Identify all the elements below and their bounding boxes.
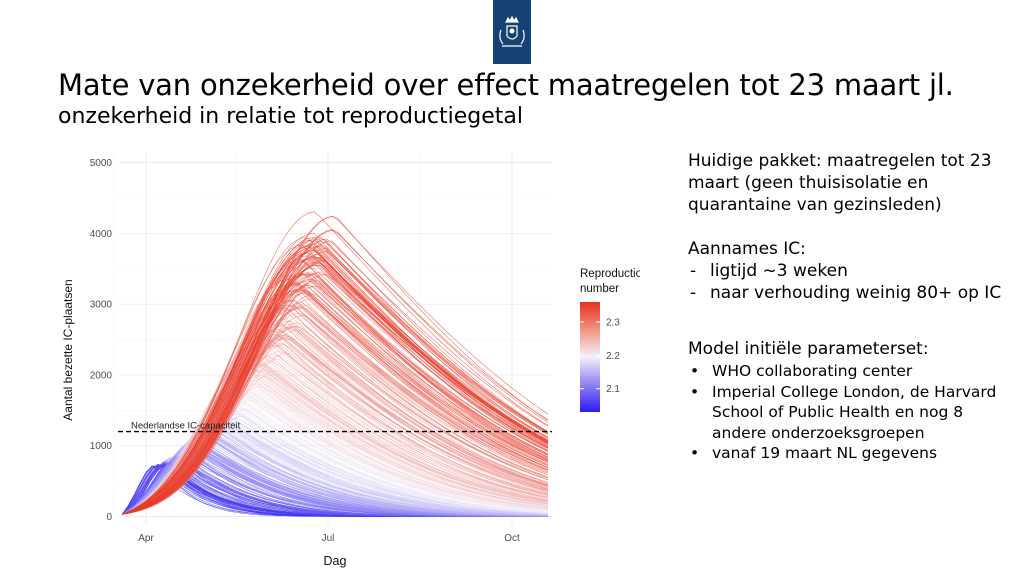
simulation-curve (121, 216, 549, 515)
simulation-curve (121, 279, 549, 515)
simulation-curve (121, 256, 549, 515)
ic-occupancy-chart: Nederlandse IC-capaciteit 0 1000 2000 3000 4… (60, 140, 648, 576)
simulation-curve (121, 238, 549, 515)
legend-ticks: 2.1 2.2 2.3 (580, 318, 620, 395)
simulation-curve (121, 239, 549, 515)
simulation-curve (121, 290, 549, 515)
x-tick-label: Jul (322, 533, 335, 544)
legend-tick-label: 2.1 (606, 384, 620, 395)
simulation-curve (121, 243, 549, 515)
model-title: Model initiële parameterset: (688, 339, 929, 359)
simulation-curve (121, 338, 549, 515)
simulation-curve (121, 252, 549, 515)
simulation-curve (121, 240, 549, 515)
simulation-curve (121, 371, 549, 515)
simulation-curve (121, 268, 549, 515)
simulation-curve (121, 229, 549, 515)
slide-title: Mate van onzekerheid over effect maatreg… (58, 68, 954, 102)
model-list: WHO collaborating center Imperial Colleg… (688, 361, 1018, 464)
y-tick-label: 1000 (90, 441, 113, 452)
simulation-curve (121, 284, 549, 515)
y-tick-label: 2000 (90, 370, 113, 381)
simulation-curve (121, 368, 549, 515)
legend-colorbar (580, 302, 600, 412)
legend-tick-label: 2.3 (606, 318, 620, 329)
list-item: WHO collaborating center (688, 361, 1018, 382)
chart-svg: Nederlandse IC-capaciteit 0 1000 2000 3000 4… (61, 152, 648, 568)
simulation-curve (121, 284, 549, 515)
simulation-curve (121, 366, 549, 515)
simulation-curve (121, 236, 549, 515)
x-tick-label: Apr (138, 533, 154, 544)
y-tick-label: 3000 (90, 300, 113, 311)
list-item: vanaf 19 maart NL gegevens (688, 443, 1018, 464)
coat-of-arms-logo (493, 0, 531, 64)
simulation-curve (121, 215, 549, 515)
explanation-panel: Huidige pakket: maatregelen tot 23 maart… (688, 150, 1018, 464)
list-item: Imperial College London, de Harvard Scho… (688, 382, 1018, 444)
list-item: naar verhouding weinig 80+ op IC (688, 282, 1018, 304)
simulation-curve (121, 258, 549, 515)
y-tick-label: 4000 (90, 229, 113, 240)
slide-subtitle: onzekerheid in relatie tot reproductiege… (58, 104, 523, 129)
assumptions-list: ligtijd ~3 weken naar verhouding weinig … (688, 260, 1018, 304)
simulation-curve (121, 211, 549, 515)
simulation-curves (121, 211, 549, 517)
simulation-curve (121, 366, 549, 515)
legend-title-line-2: number (580, 283, 619, 295)
y-axis-ticks: 0 1000 2000 3000 4000 5000 (90, 158, 113, 523)
capacity-reference: Nederlandse IC-capaciteit (118, 421, 552, 433)
coat-of-arms-icon (493, 0, 531, 64)
y-tick-label: 5000 (90, 158, 113, 169)
simulation-curve (121, 285, 549, 515)
x-tick-label: Oct (504, 533, 520, 544)
simulation-curve (121, 241, 549, 515)
legend-tick-label: 2.2 (606, 351, 620, 362)
simulation-curve (121, 230, 549, 515)
y-axis-label: Aantal bezette IC-plaatsen (61, 279, 75, 420)
capacity-label: Nederlandse IC-capaciteit (131, 421, 241, 432)
simulation-curve (121, 248, 549, 515)
simulation-curve (121, 340, 549, 515)
x-axis-ticks: Apr Jul Oct (138, 533, 520, 544)
package-text: Huidige pakket: maatregelen tot 23 maart… (688, 151, 992, 215)
list-item: ligtijd ~3 weken (688, 260, 1018, 282)
simulation-curve (121, 281, 549, 515)
assumptions-title: Aannames IC: (688, 239, 806, 259)
y-tick-label: 0 (106, 512, 112, 523)
x-axis-label: Dag (324, 554, 347, 568)
